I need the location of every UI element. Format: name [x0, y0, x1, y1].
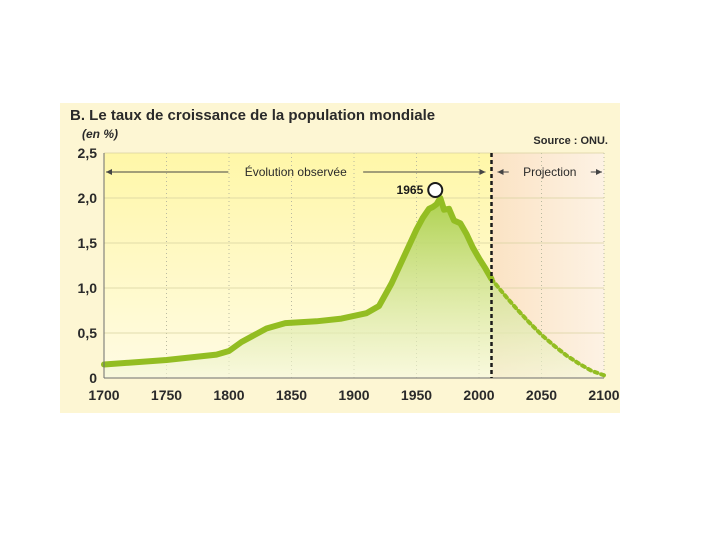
y-tick-label-2: 1,0 [78, 280, 98, 296]
projection-period-arrowhead-right [596, 169, 602, 175]
y-tick-label-3: 1,5 [78, 235, 98, 251]
y-tick-label-0: 0 [89, 370, 97, 386]
axes: 0 0,5 1,0 1,5 2,0 2,5 1700 1750 1800 1850 1900 1950… [78, 145, 620, 403]
observed-period-arrowhead-right [479, 169, 486, 175]
series-group [101, 195, 606, 378]
chart-title: B. Le taux de croissance de la populatio… [70, 107, 435, 124]
source-label: Source : ONU. [533, 135, 608, 147]
peak-marker [427, 182, 444, 198]
x-tick-label-1700: 1700 [88, 387, 119, 403]
growth-rate-chart: 0 0,5 1,0 1,5 2,0 2,5 1700 1750 1800 1850 1900 1950… [70, 107, 620, 403]
projection-series-line [489, 277, 606, 378]
y-tick-label-5: 2,5 [78, 145, 98, 161]
peak-year-label: 1965 [397, 183, 424, 197]
x-tick-label-2100: 2100 [588, 387, 619, 403]
y-tick-label-1: 0,5 [78, 325, 98, 341]
series-area-fill [104, 198, 604, 378]
y-tick-label-4: 2,0 [78, 190, 98, 206]
x-tick-label-1800: 1800 [213, 387, 244, 403]
observed-period-arrowhead-left [106, 169, 112, 175]
x-tick-label-1850: 1850 [276, 387, 307, 403]
chart-figure: 0 0,5 1,0 1,5 2,0 2,5 1700 1750 1800 1850 1900 1950… [60, 103, 620, 413]
x-tick-label-1950: 1950 [401, 387, 432, 403]
x-tick-label-1750: 1750 [151, 387, 182, 403]
projection-period-label: Projection [523, 165, 576, 179]
x-tick-label-2000: 2000 [463, 387, 494, 403]
observed-series-line [101, 195, 495, 368]
peak-annotation-group: 1965 [397, 182, 444, 198]
projection-period-arrowhead-left [497, 169, 504, 175]
period-annotations: Évolution observée Projection [106, 153, 602, 378]
y-axis-unit-label: (en %) [82, 127, 118, 141]
x-tick-label-2050: 2050 [526, 387, 557, 403]
observed-period-label: Évolution observée [245, 164, 347, 179]
x-tick-label-1900: 1900 [338, 387, 369, 403]
